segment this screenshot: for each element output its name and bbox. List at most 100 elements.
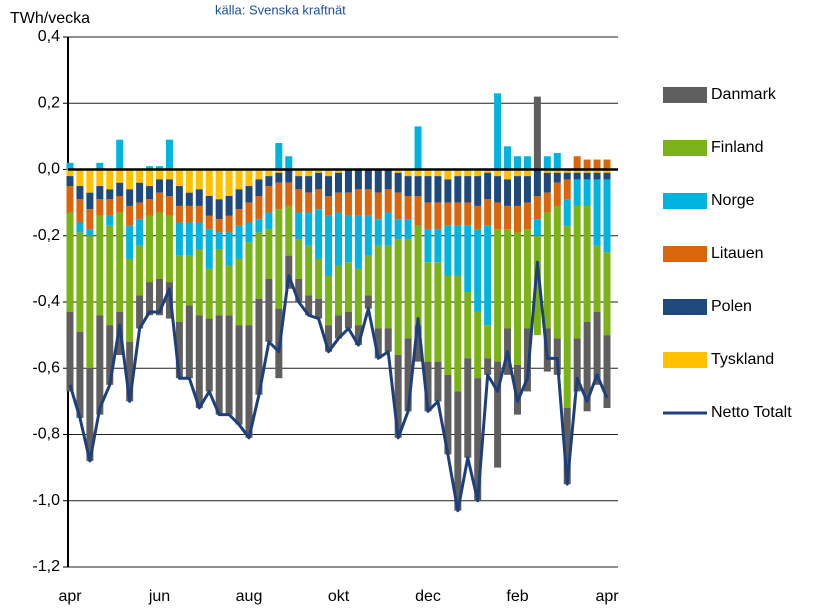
bar-segment [106, 169, 114, 190]
bar-segment [175, 169, 183, 187]
bar-segment [225, 232, 233, 266]
bar-segment [106, 215, 114, 226]
bar-segment [86, 368, 94, 461]
bar-segment [344, 262, 352, 312]
bar-segment [146, 169, 154, 187]
bar-segment [364, 295, 372, 309]
bar-segment [514, 232, 521, 365]
bar-segment [305, 192, 313, 213]
bar-segment [325, 176, 333, 196]
bar-segment [305, 245, 313, 296]
bar-segment [434, 202, 442, 230]
bar-segment [394, 355, 402, 438]
bar-segment [533, 96, 541, 170]
bar-segment [285, 205, 293, 256]
bar-segment [414, 169, 422, 177]
bar-segment [156, 179, 163, 193]
bar-segment [504, 146, 512, 170]
bar-segment [563, 172, 571, 180]
bar-segment [374, 192, 382, 220]
bar-segment [76, 222, 84, 233]
bar-segment [374, 245, 382, 329]
y-tick-label: -1,0 [32, 492, 60, 509]
bar-segment [86, 192, 94, 210]
bar-segment [454, 391, 462, 511]
bar-segment [573, 169, 581, 173]
bar-segment [344, 169, 352, 193]
bar-segment [305, 212, 313, 246]
bar-segment [136, 245, 144, 296]
bar-segment [185, 205, 193, 223]
bar-segment [146, 186, 154, 200]
bar-segment [76, 232, 84, 332]
bar-segment [514, 156, 521, 170]
bar-segment [285, 169, 293, 183]
bar-segment [414, 126, 422, 170]
bar-segment [265, 169, 273, 177]
bar-segment [364, 215, 372, 256]
bar-segment [76, 331, 84, 418]
bar-segment [225, 315, 233, 415]
bar-segment [66, 169, 74, 177]
bar-segment [175, 255, 183, 322]
bar-segment [156, 212, 163, 279]
bar-segment [523, 328, 531, 392]
bar-segment [523, 229, 531, 329]
bar-segment [335, 172, 342, 193]
bar-segment [573, 172, 581, 180]
bar-segment [553, 169, 561, 173]
bar-segment [76, 186, 84, 200]
y-tick-label: -0,2 [32, 227, 60, 244]
bar-segment [96, 169, 104, 187]
bar-segment [553, 205, 561, 339]
bar-segment [573, 179, 581, 206]
bar-segment [106, 225, 114, 326]
bar-segment [364, 255, 372, 296]
bar-segment [374, 219, 382, 246]
bar-segment [215, 232, 223, 249]
x-tick-label: feb [506, 588, 528, 605]
bar-segment [573, 338, 581, 392]
bar-segment [315, 209, 323, 259]
bar-segment [235, 258, 243, 326]
bar-segment [424, 262, 432, 362]
bar-segment [414, 196, 422, 226]
bar-segment [583, 169, 591, 173]
bar-segment [265, 278, 273, 342]
bar-segment [484, 172, 492, 200]
bar-segment [404, 239, 412, 339]
bar-segment [573, 205, 581, 339]
bar-segment [245, 202, 253, 223]
bar-segment [394, 169, 402, 173]
bar-segment [245, 222, 253, 243]
bar-segment [305, 295, 313, 316]
bar-segment [454, 176, 462, 203]
bar-segment [553, 172, 561, 183]
bar-segment [275, 172, 283, 183]
bar-segment [484, 169, 492, 173]
bar-segment [504, 205, 512, 230]
bar-segment [66, 186, 74, 213]
bar-segment [344, 215, 352, 263]
bar-segment [583, 205, 591, 322]
bar-segment [215, 169, 223, 200]
bar-segment [156, 169, 163, 180]
legend-label: Danmark [711, 86, 777, 103]
bar-segment [325, 275, 333, 326]
bar-segment [364, 169, 372, 190]
bar-segment [464, 225, 472, 293]
bar-segment [235, 209, 243, 226]
bar-segment [543, 192, 551, 213]
bar-segment [126, 169, 134, 190]
bar-segment [494, 361, 502, 468]
bar-segment [484, 325, 492, 359]
bar-segment [116, 196, 124, 213]
legend-label: Finland [711, 139, 763, 156]
bar-segment [146, 166, 154, 170]
bar-segment [504, 229, 512, 329]
bar-segment [374, 328, 382, 359]
bar-segment [603, 179, 611, 253]
bar-segment [325, 215, 333, 276]
bar-segment [136, 219, 144, 246]
bar-segment [444, 202, 452, 226]
